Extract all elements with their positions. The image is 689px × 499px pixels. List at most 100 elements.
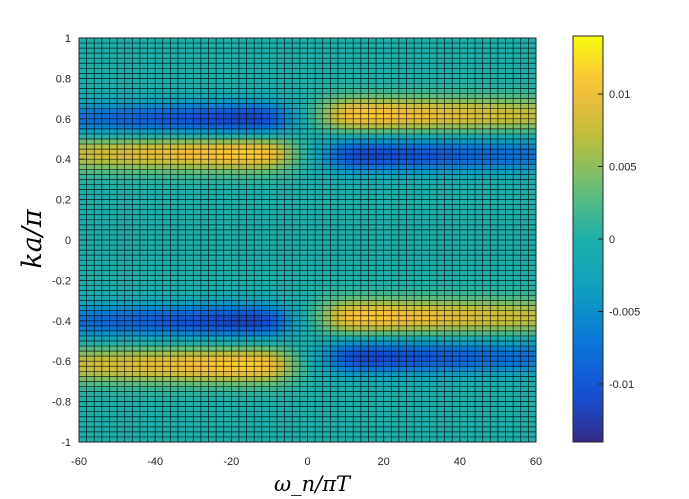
heatmap-cell (414, 285, 423, 291)
heatmap-cell (414, 330, 423, 337)
heatmap-cell (246, 295, 255, 301)
heatmap-cell (482, 285, 491, 291)
heatmap-cell (254, 305, 263, 312)
heatmap-cell (147, 426, 156, 433)
heatmap-cell (429, 38, 438, 44)
heatmap-cell (368, 184, 377, 190)
heatmap-cell (315, 209, 324, 216)
heatmap-cell (520, 103, 529, 110)
heatmap-cell (505, 376, 514, 382)
heatmap-cell (86, 164, 95, 170)
heatmap-cell (459, 83, 468, 89)
heatmap-cell (231, 154, 240, 160)
heatmap-cell (139, 376, 148, 382)
heatmap-cell (193, 346, 202, 352)
heatmap-cell (216, 118, 225, 125)
heatmap-cell (261, 371, 270, 377)
heatmap-cell (315, 386, 324, 392)
heatmap-cell (299, 335, 308, 342)
heatmap-cell (505, 325, 514, 332)
heatmap-cell (86, 335, 95, 342)
heatmap-cell (132, 68, 141, 74)
heatmap-cell (391, 224, 400, 231)
heatmap-cell (475, 43, 484, 49)
heatmap-cell (406, 199, 415, 206)
heatmap-cell (94, 133, 103, 140)
heatmap-cell (299, 310, 308, 317)
heatmap-cell (497, 255, 506, 261)
heatmap-cell (185, 214, 194, 221)
heatmap-cell (269, 351, 278, 357)
heatmap-cell (185, 320, 194, 327)
heatmap-cell (200, 270, 209, 276)
y-tick-label: -0.2 (52, 275, 71, 287)
heatmap-cell (528, 325, 537, 332)
heatmap-cell (299, 139, 308, 145)
heatmap-cell (117, 234, 126, 241)
heatmap-cell (269, 83, 278, 89)
heatmap-cell (79, 346, 88, 352)
heatmap-cell (147, 113, 156, 120)
heatmap-cell (520, 98, 529, 105)
heatmap-cell (178, 88, 187, 94)
heatmap-cell (86, 300, 95, 307)
heatmap-cell (132, 290, 141, 296)
heatmap-cell (345, 346, 354, 352)
heatmap-cell (246, 300, 255, 307)
heatmap-cell (368, 260, 377, 266)
heatmap-cell (223, 234, 232, 241)
heatmap-cell (513, 159, 522, 165)
heatmap-cell (376, 53, 385, 59)
heatmap-cell (299, 295, 308, 301)
heatmap-cell (216, 275, 225, 281)
heatmap-cell (475, 93, 484, 99)
heatmap-cell (178, 421, 187, 428)
heatmap-cell (269, 43, 278, 49)
heatmap-cell (337, 260, 346, 266)
heatmap-cell (132, 351, 141, 357)
heatmap-cell (467, 436, 476, 443)
heatmap-cell (490, 43, 499, 49)
heatmap-cell (299, 189, 308, 195)
heatmap-cell (459, 144, 468, 150)
heatmap-cell (124, 154, 133, 160)
heatmap-cell (337, 53, 346, 59)
heatmap-cell (513, 43, 522, 49)
heatmap-cell (429, 295, 438, 301)
heatmap-cell (94, 280, 103, 286)
heatmap-cell (86, 361, 95, 367)
heatmap-cell (330, 123, 339, 130)
heatmap-cell (284, 305, 293, 312)
heatmap-cell (490, 431, 499, 438)
heatmap-cell (490, 159, 499, 165)
heatmap-cell (269, 416, 278, 423)
heatmap-cell (322, 346, 331, 352)
heatmap-cell (421, 366, 430, 372)
heatmap-cell (528, 366, 537, 372)
heatmap-cell (200, 224, 209, 231)
heatmap-cell (467, 330, 476, 337)
heatmap-cell (315, 240, 324, 246)
heatmap-cell (520, 139, 529, 145)
heatmap-cell (155, 179, 164, 185)
heatmap-cell (414, 416, 423, 423)
heatmap-cell (292, 103, 301, 110)
heatmap-cell (208, 255, 217, 261)
heatmap-cell (444, 204, 453, 211)
heatmap-cell (444, 83, 453, 89)
heatmap-cell (94, 310, 103, 317)
heatmap-cell (109, 209, 118, 216)
heatmap-cell (353, 376, 362, 382)
heatmap-cell (414, 128, 423, 135)
heatmap-cell (307, 204, 316, 211)
heatmap-cell (353, 371, 362, 377)
heatmap-cell (94, 199, 103, 206)
heatmap-cell (185, 169, 194, 175)
heatmap-cell (124, 275, 133, 281)
heatmap-cell (315, 426, 324, 433)
heatmap-cell (452, 351, 461, 357)
heatmap-cell (208, 416, 217, 423)
heatmap-cell (368, 346, 377, 352)
heatmap-cell (162, 68, 171, 74)
heatmap-cell (444, 431, 453, 438)
